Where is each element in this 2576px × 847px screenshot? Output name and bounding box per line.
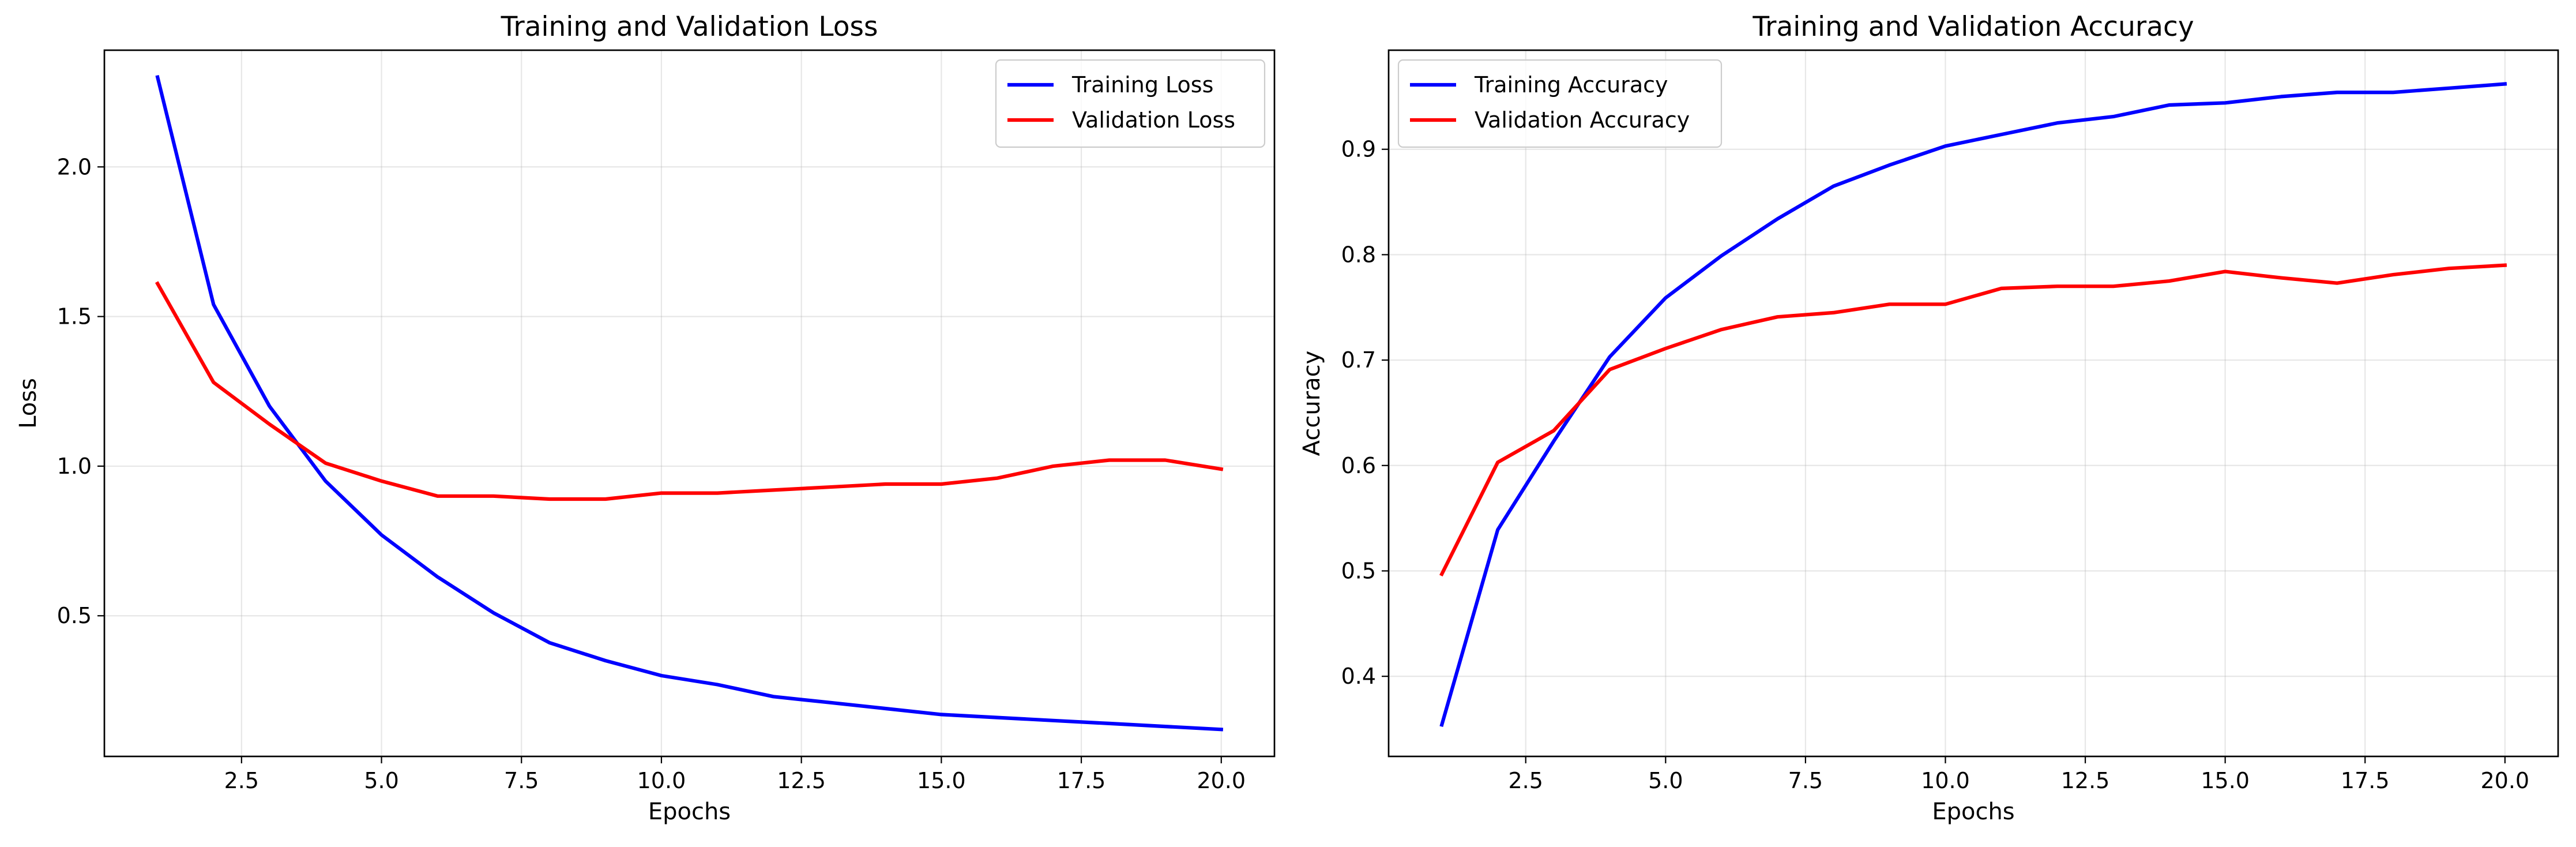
x-tick-label: 2.5	[1509, 768, 1543, 793]
chart-title: Training and Validation Accuracy	[1752, 11, 2194, 43]
y-tick-label: 0.8	[1341, 242, 1376, 267]
x-tick-label: 2.5	[224, 768, 259, 793]
y-tick-label: 0.5	[57, 603, 92, 628]
loss-chart: 2.5 5.0 7.5 10.0 12.5 15.0 17.5 20.0 0.5 1.0 1.5 2.…	[15, 11, 1276, 825]
x-tick-label: 12.5	[2061, 768, 2110, 793]
y-tick-label: 0.9	[1341, 137, 1376, 162]
y-axis-label: Accuracy	[1299, 351, 1325, 456]
y-tick-label: 1.5	[57, 304, 92, 329]
legend: Training Accuracy Validation Accuracy	[1397, 59, 1723, 148]
y-tick-label: 0.6	[1341, 453, 1376, 478]
series-line-training-accuracy	[1439, 82, 2507, 728]
y-tick-label: 1.0	[57, 454, 92, 479]
legend-label: Validation Loss	[1072, 107, 1235, 133]
x-tick-label: 20.0	[1197, 768, 1246, 793]
x-tick-label: 10.0	[1921, 768, 1970, 793]
x-axis-label: Epochs	[648, 799, 731, 825]
x-axis-label: Epochs	[1932, 799, 2014, 825]
y-tick-label: 0.7	[1341, 347, 1376, 373]
x-tick-label: 20.0	[2481, 768, 2530, 793]
x-tick-label: 15.0	[917, 768, 966, 793]
x-tick-label: 17.5	[1057, 768, 1106, 793]
plot-frame	[103, 49, 1276, 758]
x-tick-label: 15.0	[2201, 768, 2250, 793]
x-tick-label: 17.5	[2341, 768, 2390, 793]
series-line-training-loss	[155, 74, 1224, 732]
x-tick-label: 7.5	[1788, 768, 1823, 793]
legend-label: Training Loss	[1071, 72, 1213, 98]
y-tick-label: 2.0	[57, 154, 92, 179]
series-line-validation-loss	[155, 281, 1224, 501]
series-group	[155, 74, 1224, 732]
y-axis-label: Loss	[15, 378, 42, 429]
legend-label: Validation Accuracy	[1475, 107, 1690, 133]
legend-box	[1397, 59, 1723, 148]
legend: Training Loss Validation Loss	[995, 59, 1266, 148]
y-tick-label: 0.5	[1341, 558, 1376, 583]
x-tick-label: 7.5	[504, 768, 539, 793]
x-tick-label: 5.0	[364, 768, 398, 793]
chart-title: Training and Validation Loss	[501, 11, 878, 43]
x-tick-label: 12.5	[777, 768, 826, 793]
series-line-validation-accuracy	[1439, 263, 2507, 577]
x-tick-label: 10.0	[637, 768, 686, 793]
legend-label: Training Accuracy	[1474, 72, 1668, 98]
x-tick-label: 5.0	[1648, 768, 1683, 793]
series-group	[1439, 82, 2507, 728]
y-tick-label: 0.4	[1341, 664, 1376, 689]
legend-box	[995, 59, 1266, 148]
plot-frame	[1387, 49, 2559, 758]
accuracy-chart: 2.5 5.0 7.5 10.0 12.5 15.0 17.5 20.0 0.4 0.5 0.6 0.…	[1299, 11, 2559, 825]
